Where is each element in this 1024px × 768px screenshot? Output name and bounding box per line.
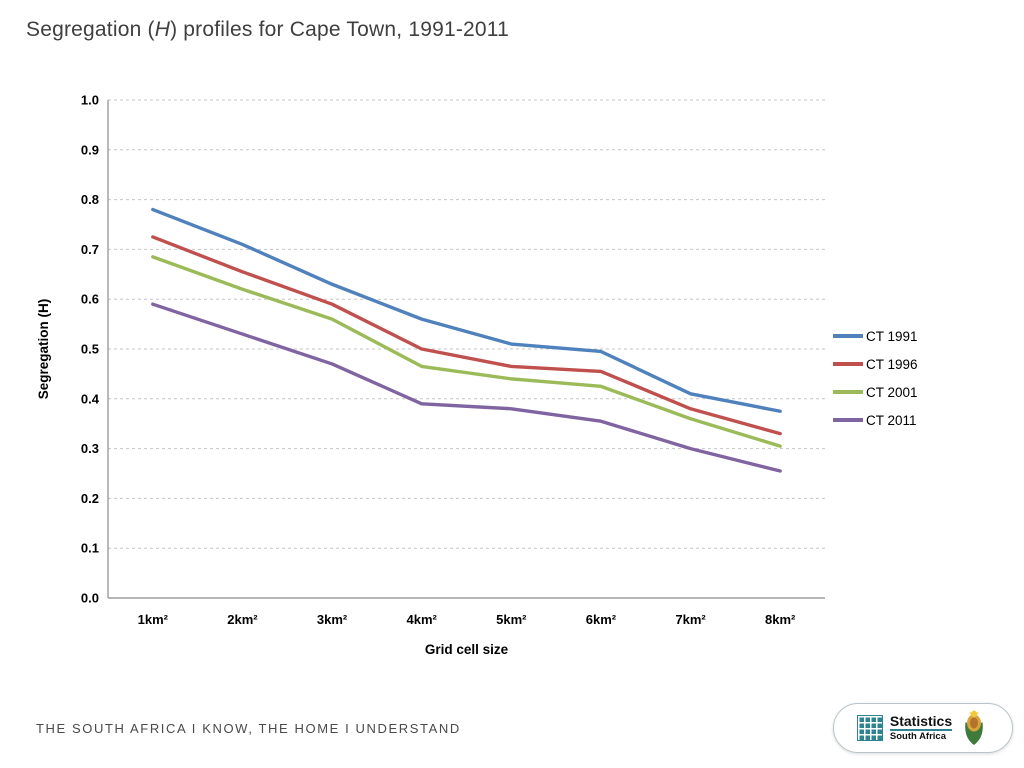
legend-label: CT 1991: [866, 328, 918, 344]
legend-label: CT 2011: [866, 412, 917, 428]
x-axis-title: Grid cell size: [425, 642, 509, 657]
chart-title-prefix: Segregation (: [26, 18, 155, 41]
legend-swatch: [833, 362, 863, 366]
chart-title-italic-h: H: [154, 18, 171, 41]
legend-item: CT 2011: [833, 406, 918, 434]
y-tick-label: 0.8: [81, 192, 99, 207]
y-axis-title: Segregation (H): [36, 299, 51, 400]
legend-item: CT 1996: [833, 350, 918, 378]
y-tick-label: 0.3: [81, 441, 99, 456]
y-tick-label: 0.4: [81, 391, 100, 406]
y-tick-label: 0.9: [81, 142, 99, 157]
y-tick-label: 0.7: [81, 242, 99, 257]
legend-item: CT 2001: [833, 378, 918, 406]
legend-swatch: [833, 390, 863, 394]
x-tick-label: 1km²: [138, 612, 169, 627]
y-tick-label: 0.5: [81, 342, 99, 357]
logo-line2: South Africa: [889, 729, 953, 742]
series-line-ct-2011: [151, 302, 782, 473]
coat-of-arms-icon: [965, 709, 983, 745]
x-tick-label: 5km²: [496, 612, 527, 627]
x-tick-label: 3km²: [317, 612, 348, 627]
legend-swatch: [833, 418, 863, 422]
legend-label: CT 1996: [866, 356, 918, 372]
chart-title: Segregation (H) profiles for Cape Town, …: [26, 18, 509, 42]
y-tick-label: 0.6: [81, 292, 99, 307]
legend: CT 1991 CT 1996 CT 2001 CT 2011: [833, 322, 918, 434]
chart-title-suffix: ) profiles for Cape Town, 1991-2011: [170, 18, 509, 41]
y-tick-label: 1.0: [81, 93, 99, 108]
footer-tagline: THE SOUTH AFRICA I KNOW, THE HOME I UNDE…: [36, 721, 461, 736]
line-chart: 0.0 0.1 0.2 0.3 0.4 0.5 0.6 0.7 0.8 0.9 1.0 1km² 2km…: [36, 93, 825, 657]
stats-sa-logo: Statistics South Africa: [833, 703, 1013, 753]
legend-item: CT 1991: [833, 322, 918, 350]
x-tick-label: 6km²: [586, 612, 617, 627]
logo-line1: Statistics: [889, 713, 953, 730]
series-line-ct-1996: [151, 235, 782, 436]
series-line-ct-1991: [151, 207, 782, 413]
y-tick-label: 0.0: [81, 591, 99, 606]
legend-label: CT 2001: [866, 384, 918, 400]
x-tick-label: 2km²: [227, 612, 258, 627]
x-tick-label: 7km²: [675, 612, 706, 627]
stats-sa-logo-text: Statistics South Africa: [889, 713, 953, 742]
series-line-ct-2001: [151, 255, 782, 448]
y-tick-label: 0.1: [81, 541, 99, 556]
legend-swatch: [833, 334, 863, 338]
y-tick-label: 0.2: [81, 491, 99, 506]
stats-sa-grid-icon: [856, 715, 883, 741]
x-tick-label: 8km²: [765, 612, 796, 627]
x-tick-label: 4km²: [407, 612, 438, 627]
